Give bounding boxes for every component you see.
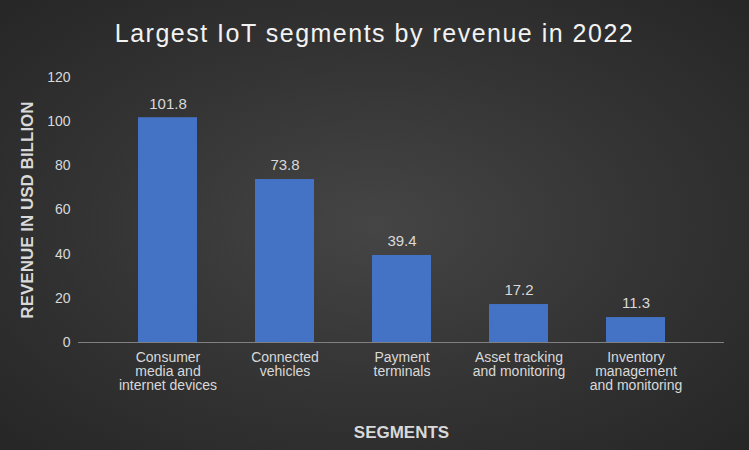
svg-text:100: 100: [47, 113, 71, 129]
svg-text:80: 80: [55, 157, 71, 173]
svg-text:39.4: 39.4: [387, 232, 416, 249]
svg-text:REVENUE IN USD BILLION: REVENUE IN USD BILLION: [18, 101, 37, 318]
svg-text:17.2: 17.2: [504, 281, 533, 298]
svg-text:11.3: 11.3: [622, 294, 650, 311]
html-text:Largest IoT segments by revenu: Largest IoT segments by revenue in 2022: [114, 19, 635, 47]
svg-text:73.8: 73.8: [270, 156, 299, 173]
svg-text:0: 0: [63, 334, 71, 350]
svg-text:Connectedvehicles: Connectedvehicles: [251, 349, 319, 379]
svg-text:Paymentterminals: Paymentterminals: [374, 349, 431, 379]
svg-text:SEGMENTS: SEGMENTS: [354, 423, 449, 442]
svg-text:20: 20: [55, 290, 71, 306]
svg-text:Asset trackingand monitoring: Asset trackingand monitoring: [473, 349, 566, 379]
svg-text:Inventorymanagementand monitor: Inventorymanagementand monitoring: [590, 349, 683, 393]
svg-text:Consumermedia andinternet devi: Consumermedia andinternet devices: [119, 349, 217, 393]
svg-text:40: 40: [55, 246, 71, 262]
svg-text:60: 60: [55, 201, 71, 217]
svg-text:101.8: 101.8: [149, 94, 187, 111]
svg-text:120: 120: [47, 69, 71, 85]
